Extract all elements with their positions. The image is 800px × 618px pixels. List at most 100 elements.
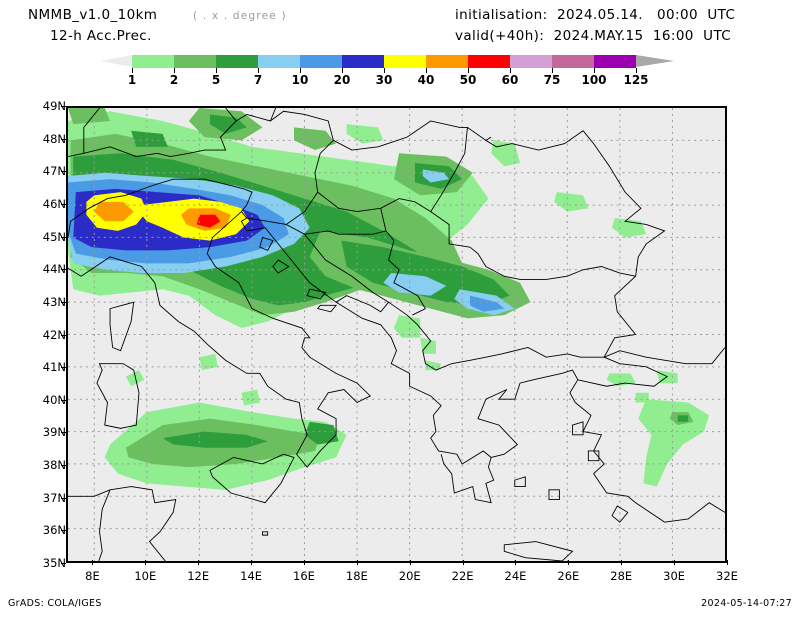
colorbar-swatch-50 bbox=[468, 55, 510, 68]
valid-time: valid(+40h): 2024.MAY.15 16:00 UTC bbox=[455, 28, 732, 44]
lat-tick-label-48N: 48N bbox=[42, 131, 66, 146]
colorbar-tick-label-20: 20 bbox=[333, 73, 351, 87]
colorbar-tick-mark bbox=[384, 68, 385, 73]
lon-tick-mark bbox=[92, 560, 94, 565]
lon-tick-mark bbox=[462, 560, 464, 565]
lon-tick-label-26E: 26E bbox=[557, 569, 580, 583]
lat-tick-label-35N: 35N bbox=[42, 556, 66, 570]
colorbar-swatch-75 bbox=[552, 55, 594, 68]
colorbar-tick-label-125: 125 bbox=[623, 73, 649, 87]
coastline-borders bbox=[68, 108, 725, 561]
lon-tick-mark bbox=[251, 560, 253, 565]
colorbar-swatches bbox=[100, 55, 674, 68]
colorbar-tick-mark bbox=[636, 68, 637, 73]
colorbar-swatch-7 bbox=[258, 55, 300, 68]
lat-tick-mark bbox=[61, 106, 66, 107]
lat-tick-label-38N: 38N bbox=[42, 458, 66, 473]
colorbar-swatch-60 bbox=[510, 55, 552, 68]
colorbar-tick-label-100: 100 bbox=[581, 73, 607, 87]
longitude-axis: 8E 10E 12E 14E 16E 18E 20E 22E 24E 26E 28E 30E 32E bbox=[66, 560, 738, 585]
colorbar-tick-mark bbox=[300, 68, 301, 73]
lat-tick-mark bbox=[61, 563, 66, 564]
model-name: NMMB_v1.0_10km bbox=[28, 7, 158, 23]
lon-tick-label-12E: 12E bbox=[187, 569, 210, 583]
lon-tick-mark bbox=[727, 560, 728, 565]
lat-tick-label-41N: 41N bbox=[42, 360, 66, 375]
initialisation-time: initialisation: 2024.05.14. 00:00 UTC bbox=[455, 7, 736, 23]
lon-tick-label-8E: 8E bbox=[85, 569, 100, 583]
lon-tick-label-20E: 20E bbox=[398, 569, 421, 583]
colorbar-tick-label-60: 60 bbox=[501, 73, 519, 87]
colorbar-low-arrow bbox=[100, 55, 132, 68]
colorbar-tick-mark bbox=[552, 68, 553, 73]
lon-tick-mark bbox=[145, 560, 147, 565]
lat-tick-mark bbox=[61, 399, 66, 401]
footer-credit: GrADS: COLA/IGES bbox=[8, 598, 102, 609]
colorbar-swatch-40 bbox=[426, 55, 468, 68]
lon-tick-label-28E: 28E bbox=[610, 569, 633, 583]
colorbar-tick-mark bbox=[426, 68, 427, 73]
lat-tick-mark bbox=[61, 171, 66, 173]
lon-tick-mark bbox=[303, 560, 305, 565]
colorbar-tick-mark bbox=[468, 68, 469, 73]
latitude-axis: 35N 36N 37N 38N 39N 40N 41N 42N 43N 44N 45N 46N 47N 4… bbox=[14, 99, 66, 570]
lat-tick-mark bbox=[61, 138, 66, 140]
lon-tick-mark bbox=[674, 560, 676, 565]
lat-tick-label-40N: 40N bbox=[42, 392, 66, 407]
colorbar-swatch-30 bbox=[384, 55, 426, 68]
lon-tick-label-30E: 30E bbox=[663, 569, 686, 583]
colorbar-tick-mark bbox=[342, 68, 343, 73]
colorbar-tick-label-7: 7 bbox=[253, 73, 263, 87]
colorbar-tick-label-5: 5 bbox=[211, 73, 221, 87]
colorbar-tick-mark bbox=[510, 68, 511, 73]
colorbar: 1 2 5 7 10 20 30 40 50 60 75 100 125 bbox=[100, 55, 674, 89]
colorbar-tick-label-50: 50 bbox=[459, 73, 477, 87]
colorbar-swatch-5 bbox=[216, 55, 258, 68]
colorbar-swatch-100 bbox=[594, 55, 636, 68]
colorbar-tick-label-1: 1 bbox=[127, 73, 137, 87]
lat-tick-mark bbox=[61, 203, 66, 205]
colorbar-tick-label-75: 75 bbox=[543, 73, 561, 87]
precipitation-map bbox=[66, 106, 727, 563]
colorbar-swatch-2 bbox=[174, 55, 216, 68]
lat-tick-mark bbox=[61, 367, 66, 369]
field-name: 12-h Acc.Prec. bbox=[50, 28, 152, 44]
lon-tick-mark bbox=[621, 560, 623, 565]
footer-timestamp: 2024-05-14-07:27 bbox=[701, 598, 792, 609]
colorbar-tick-mark bbox=[594, 68, 595, 73]
lat-tick-label-39N: 39N bbox=[42, 425, 66, 440]
lon-tick-mark bbox=[198, 560, 200, 565]
lat-tick-label-47N: 47N bbox=[42, 164, 66, 179]
lat-tick-label-37N: 37N bbox=[42, 490, 66, 505]
colorbar-swatch-1 bbox=[132, 55, 174, 68]
colorbar-tick-mark bbox=[216, 68, 217, 73]
lon-tick-label-22E: 22E bbox=[451, 569, 474, 583]
lat-tick-label-36N: 36N bbox=[42, 523, 66, 538]
colorbar-tick-label-40: 40 bbox=[417, 73, 435, 87]
lat-tick-label-44N: 44N bbox=[42, 262, 66, 277]
lat-tick-label-49N: 49N bbox=[42, 99, 66, 113]
lon-tick-label-16E: 16E bbox=[293, 569, 315, 583]
colorbar-tick-mark bbox=[174, 68, 175, 73]
lon-tick-label-32E: 32E bbox=[716, 569, 738, 583]
lon-tick-label-14E: 14E bbox=[240, 569, 263, 583]
lat-tick-mark bbox=[61, 269, 66, 271]
lon-tick-mark bbox=[515, 560, 517, 565]
lon-tick-label-18E: 18E bbox=[345, 569, 368, 583]
colorbar-tick-label-30: 30 bbox=[375, 73, 393, 87]
colorbar-tick-mark bbox=[258, 68, 259, 73]
colorbar-tick-mark bbox=[132, 68, 133, 73]
lat-tick-label-43N: 43N bbox=[42, 294, 66, 309]
lat-tick-mark bbox=[61, 530, 66, 532]
colorbar-tick-label-10: 10 bbox=[291, 73, 309, 87]
lat-tick-mark bbox=[61, 432, 66, 434]
lat-tick-label-46N: 46N bbox=[42, 196, 66, 211]
lon-tick-label-10E: 10E bbox=[134, 569, 157, 583]
lat-tick-mark bbox=[61, 301, 66, 303]
lat-tick-label-45N: 45N bbox=[42, 229, 66, 244]
colorbar-swatch-20 bbox=[342, 55, 384, 68]
colorbar-swatch-10 bbox=[300, 55, 342, 68]
lat-tick-mark bbox=[61, 465, 66, 467]
lat-tick-label-42N: 42N bbox=[42, 327, 66, 342]
model-resolution: ( . x . degree ) bbox=[193, 10, 287, 22]
